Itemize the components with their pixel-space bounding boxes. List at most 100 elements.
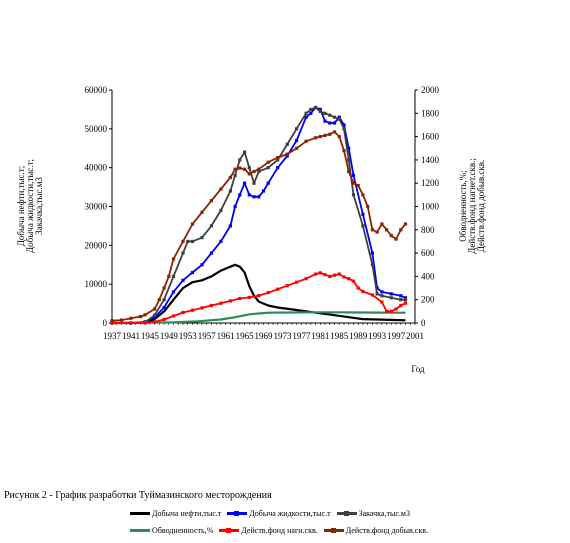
series-layer — [110, 105, 408, 325]
data-point — [190, 222, 195, 226]
data-point — [266, 181, 270, 185]
data-point — [171, 274, 176, 278]
data-point — [247, 295, 251, 299]
right-axis-title: Обводненность,%; Действ.фонд нагнет.скв.… — [458, 158, 486, 254]
series-line — [111, 311, 406, 325]
data-point — [337, 135, 341, 139]
data-point — [257, 167, 261, 171]
right-tick-label: 0 — [421, 318, 426, 328]
data-point — [247, 166, 251, 170]
data-point — [238, 166, 242, 170]
data-point — [209, 303, 213, 308]
data-point — [143, 313, 147, 317]
data-point — [190, 270, 195, 275]
data-point — [394, 237, 398, 241]
data-point — [233, 167, 237, 171]
data-point — [304, 277, 308, 281]
left-tick-label: 10000 — [85, 279, 108, 289]
data-point — [266, 166, 270, 170]
data-point — [342, 275, 346, 279]
data-point — [181, 310, 185, 315]
data-point — [328, 132, 332, 136]
left-axis-title: Добыча нефти,тыс.т; Добыча жидкости,тыс.… — [16, 159, 44, 253]
right-tick-label: 200 — [421, 295, 435, 305]
data-point — [228, 299, 232, 303]
x-tick-label: 1961 — [217, 331, 235, 341]
legend-label-injection: Закачка,тыс.м3 — [358, 509, 410, 518]
data-point — [238, 296, 242, 301]
legend-swatch-injection — [336, 510, 357, 516]
left-tick-label: 0 — [103, 318, 108, 328]
data-point — [304, 139, 308, 143]
right-tick-label: 1800 — [421, 108, 440, 118]
data-point — [351, 279, 356, 283]
data-point — [328, 121, 332, 125]
data-point — [323, 119, 327, 123]
x-tick-label: 1985 — [330, 331, 349, 341]
legend-label-watercut: Обводненность,% — [152, 526, 214, 535]
x-tick-label: 1965 — [236, 331, 255, 341]
data-point — [314, 136, 318, 140]
data-point — [219, 301, 223, 305]
data-point — [110, 319, 114, 323]
data-point — [266, 160, 270, 164]
data-point — [162, 305, 166, 310]
data-point — [332, 115, 337, 119]
legend: Добыча нефти,тыс.т Добыча жидкости,тыс.т… — [130, 505, 460, 539]
x-tick-label: 1937 — [103, 331, 122, 341]
data-point — [181, 251, 185, 255]
data-point — [200, 236, 204, 240]
left-axis-title-line-1: Добыча нефти,тыс.т; — [16, 166, 26, 246]
right-tick-label: 1400 — [421, 155, 440, 165]
data-point — [403, 222, 408, 226]
left-tick-label: 60000 — [85, 85, 108, 95]
x-tick-label: 1981 — [311, 331, 329, 341]
x-tick-label: 1973 — [273, 331, 292, 341]
data-point — [356, 286, 360, 290]
data-point — [252, 181, 256, 185]
data-point — [247, 172, 251, 176]
legend-item-prod-wells: Действ.фонд добыв.скв. — [323, 526, 428, 535]
data-point — [304, 111, 308, 115]
data-point — [342, 127, 346, 131]
x-tick-label: 1953 — [179, 331, 198, 341]
axes — [111, 90, 416, 324]
data-point — [370, 293, 374, 297]
data-point — [323, 133, 327, 137]
x-axis-ticks: 1937 1941 1945 1949 1953 1957 1961 1965 1969 1973… — [103, 323, 424, 341]
data-point — [403, 296, 408, 300]
data-point — [366, 204, 370, 209]
data-point — [347, 169, 351, 174]
data-point — [295, 146, 299, 150]
left-axis-ticks: 0 10000 20000 30000 40000 50000 60000 — [85, 85, 112, 328]
series-5 — [110, 271, 408, 325]
series-1 — [112, 263, 406, 325]
data-point — [238, 193, 242, 197]
data-point — [342, 149, 346, 153]
data-point — [356, 183, 360, 188]
data-point — [399, 228, 403, 232]
data-point — [209, 251, 213, 255]
figure-caption: Рисунок 2 - График разработки Туймазинск… — [4, 490, 272, 501]
data-point — [228, 224, 232, 228]
data-point — [318, 135, 322, 139]
legend-swatch-oil — [130, 512, 150, 515]
data-point — [370, 228, 374, 232]
data-point — [219, 239, 223, 243]
data-point — [171, 290, 176, 294]
data-point — [171, 314, 176, 318]
x-tick-label: 1941 — [122, 331, 140, 341]
data-point — [153, 315, 157, 319]
data-point — [129, 316, 133, 320]
data-point — [304, 115, 308, 119]
data-point — [375, 286, 379, 290]
right-tick-label: 1000 — [421, 202, 440, 212]
data-point — [153, 320, 157, 324]
data-point — [285, 284, 289, 288]
data-point — [394, 307, 398, 311]
data-point — [233, 204, 237, 209]
x-tick-label: 1957 — [198, 331, 217, 341]
right-tick-label: 800 — [421, 225, 435, 235]
data-point — [276, 287, 280, 291]
data-point — [186, 239, 190, 243]
